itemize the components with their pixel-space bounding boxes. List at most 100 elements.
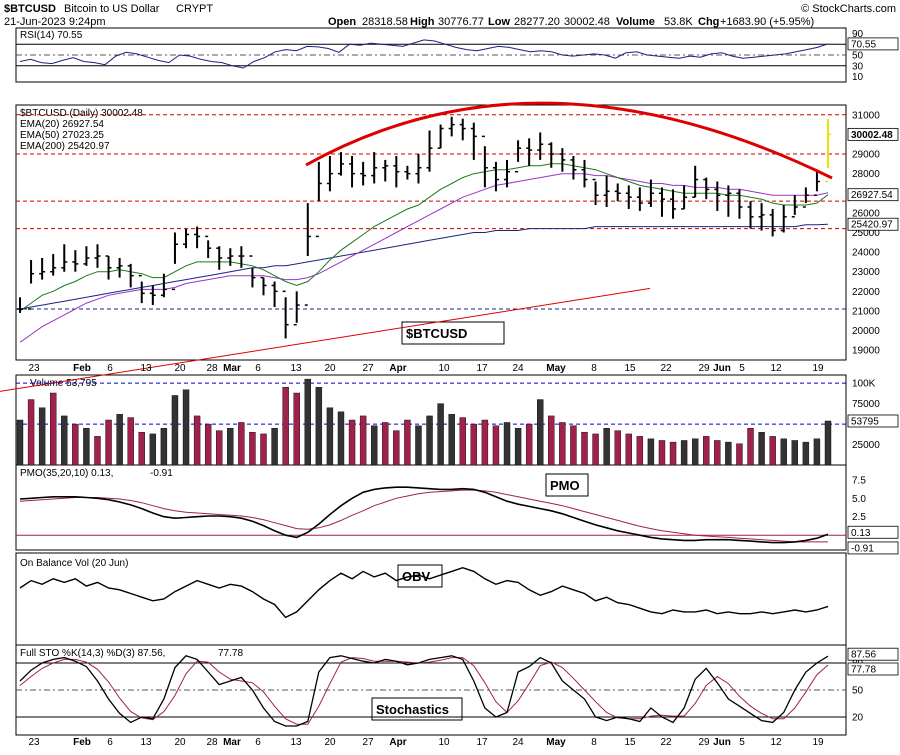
x-axis-label-upper: 13 <box>290 363 302 374</box>
volume-bar <box>459 417 466 466</box>
volume-bar <box>182 389 190 466</box>
volume-bar <box>525 423 533 466</box>
price-axis-label: 23000 <box>852 267 880 278</box>
price-trendline <box>0 287 651 392</box>
x-axis-label-upper: 6 <box>107 363 113 374</box>
stoch-k-flag: 87.56 <box>851 650 876 661</box>
volume-last-flag: 53795 <box>851 416 879 427</box>
volume-bar <box>138 432 145 466</box>
volume-bar <box>193 415 201 466</box>
x-axis-label-lower: 10 <box>438 737 450 748</box>
volume-bar <box>581 432 588 466</box>
header-chg-label: Chg <box>698 16 719 28</box>
rsi-label: RSI(14) 70.55 <box>20 30 83 41</box>
pmo-label: PMO(35,20,10) 0.13, <box>20 468 113 479</box>
header-date: 21-Jun-2023 9:24pm <box>4 16 106 28</box>
volume-bar <box>802 441 810 466</box>
x-axis-label-upper: 6 <box>255 363 261 374</box>
volume-bar <box>492 425 500 466</box>
price-legend-symbol: $BTCUSD (Daily) 30002.48 <box>20 108 143 119</box>
volume-bar <box>83 427 90 466</box>
header-low: 28277.20 <box>514 16 560 28</box>
price-legend-ema200: EMA(200) 25420.97 <box>20 141 110 152</box>
x-axis-label-upper: May <box>546 363 566 374</box>
volume-bar <box>50 392 57 466</box>
rsi-last-flag-box <box>847 37 899 51</box>
volume-bar <box>27 399 35 466</box>
x-axis-label-lower: 24 <box>512 737 524 748</box>
x-axis-label-lower: 8 <box>591 737 597 748</box>
volume-bar <box>326 407 334 466</box>
pmo-signal-last-flag: -0.91 <box>851 543 874 554</box>
x-axis-label-lower: 13 <box>290 737 302 748</box>
pmo-last-flag: 0.13 <box>851 528 871 539</box>
volume-bar <box>426 415 433 466</box>
x-axis-label-upper: Mar <box>223 363 241 374</box>
stoch-k-line <box>19 655 829 727</box>
volume-bar <box>603 427 610 466</box>
volume-bar <box>548 415 555 466</box>
volume-bar <box>703 436 710 466</box>
stoch-axis-label: 20 <box>852 713 864 724</box>
volume-bar <box>94 436 101 466</box>
rsi-axis-label: 10 <box>852 72 864 83</box>
volume-bar <box>227 427 234 466</box>
x-axis-label-lower: 5 <box>739 737 745 748</box>
x-axis-label-lower: Feb <box>73 737 91 748</box>
volume-bar <box>714 440 721 466</box>
ema20-last-flag-box <box>847 188 899 202</box>
header-open: 28318.58 <box>362 16 408 28</box>
obv-annotation-text: OBV <box>402 569 431 584</box>
volume-bar <box>647 438 655 466</box>
x-axis-label-upper: Apr <box>389 363 406 374</box>
stoch-d-line <box>19 657 829 725</box>
rsi-axis-label: 50 <box>852 51 864 62</box>
volume-bar <box>780 438 787 466</box>
stoch-annotation-text: Stochastics <box>376 702 449 717</box>
x-axis-label-upper: 20 <box>174 363 186 374</box>
x-axis-label-lower: 20 <box>174 737 186 748</box>
volume-axis-label: 100K <box>852 379 876 390</box>
price-axis-label: 31000 <box>852 110 880 121</box>
rsi-line <box>19 39 829 69</box>
volume-bar <box>382 422 389 466</box>
price-axis-label: 28000 <box>852 169 880 180</box>
price-axis-label: 22000 <box>852 287 880 298</box>
volume-bar <box>680 440 688 466</box>
header-open-label: Open <box>328 16 356 28</box>
pmo-axis-label: 7.5 <box>852 475 866 486</box>
obv-label: On Balance Vol (20 Jun) <box>20 558 128 569</box>
x-axis-label-lower: Mar <box>223 737 241 748</box>
volume-bar <box>304 378 311 466</box>
stoch-annotation-box <box>371 697 463 721</box>
x-axis-label-upper: 12 <box>770 363 782 374</box>
price-axis-label: 24000 <box>852 248 880 259</box>
header-symbol: $BTCUSD <box>4 3 56 15</box>
volume-bar <box>747 427 754 466</box>
pmo-annotation-box <box>545 473 589 497</box>
header-exchange: CRYPT <box>176 3 213 15</box>
header-volume: 53.8K <box>664 16 693 28</box>
x-axis-label-lower: 27 <box>362 737 374 748</box>
volume-bar <box>204 423 212 466</box>
x-axis-label-upper: 27 <box>362 363 374 374</box>
stoch-d-flag-box <box>847 662 899 676</box>
volume-bar <box>559 422 566 466</box>
price-panel-frame <box>15 104 847 361</box>
volume-bar <box>813 438 821 466</box>
x-axis-label-upper: 28 <box>206 363 218 374</box>
header-high-label: High <box>410 16 435 28</box>
volume-bar <box>625 433 632 466</box>
header-close: 30002.48 <box>564 16 610 28</box>
pmo-signal-line <box>19 489 828 543</box>
volume-axis-label: 25000 <box>852 440 880 451</box>
stoch-label-d: 77.78 <box>218 648 243 659</box>
stoch-d-flag: 77.78 <box>851 664 876 675</box>
x-axis-label-lower: 17 <box>476 737 488 748</box>
brand-label: © StockCharts.com <box>801 3 896 15</box>
volume-bar <box>127 417 134 466</box>
x-axis-label-upper: 8 <box>591 363 597 374</box>
obv-line <box>19 566 829 619</box>
volume-bar <box>271 427 278 466</box>
